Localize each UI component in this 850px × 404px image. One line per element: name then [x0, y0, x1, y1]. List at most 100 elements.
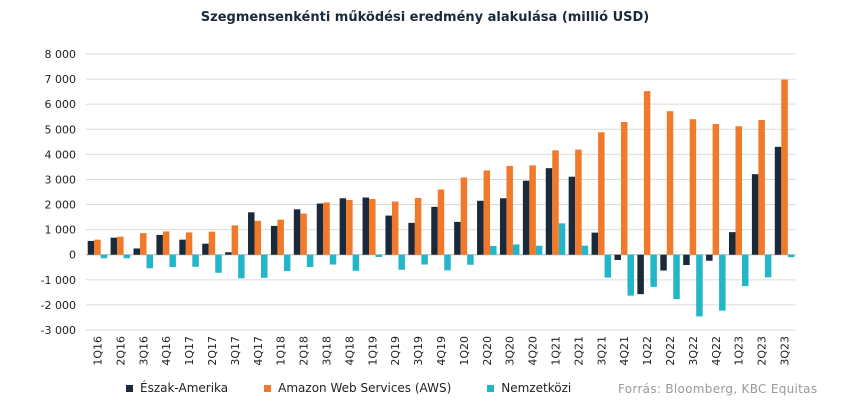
bar-amazon-web-services-aws--4q19 [437, 189, 445, 255]
x-tick-label: 2Q20 [481, 336, 494, 366]
bar-nemzetk-zi-1q19 [375, 254, 383, 257]
bar-amazon-web-services-aws--2q19 [391, 201, 399, 255]
x-tick-label: 2Q19 [389, 336, 402, 366]
legend-swatch [126, 384, 133, 392]
bar--szak-amerika-4q21 [614, 254, 621, 260]
x-tick-label: 3Q17 [229, 336, 242, 366]
y-tick-label: 1 000 [45, 224, 77, 237]
bar-amazon-web-services-aws--2q21 [575, 149, 582, 255]
legend-item-international: Nemzetközi [487, 381, 571, 395]
bar--szak-amerika-3q17 [225, 252, 232, 255]
y-tick-label: 0 [69, 249, 76, 262]
bar--szak-amerika-3q18 [316, 203, 324, 255]
bar-nemzetk-zi-2q23 [764, 254, 772, 278]
bar--szak-amerika-2q23 [751, 174, 759, 255]
bar-nemzetk-zi-3q22 [696, 254, 703, 317]
bar-amazon-web-services-aws--2q20 [483, 170, 491, 255]
x-tick-label: 3Q21 [595, 336, 608, 366]
bar--szak-amerika-2q21 [568, 176, 576, 255]
bar-nemzetk-zi-3q16 [146, 254, 154, 269]
bar-amazon-web-services-aws--1q17 [185, 232, 193, 255]
bar--szak-amerika-4q22 [706, 254, 713, 261]
legend-item-aws: Amazon Web Services (AWS) [264, 381, 451, 395]
bar--szak-amerika-4q20 [522, 180, 530, 255]
bar--szak-amerika-4q18 [339, 198, 347, 255]
bar-nemzetk-zi-4q18 [352, 254, 360, 271]
y-tick-label: 6 000 [45, 98, 77, 111]
bar-amazon-web-services-aws--3q17 [231, 225, 239, 255]
bar-amazon-web-services-aws--3q18 [323, 202, 330, 255]
bar--szak-amerika-1q19 [362, 197, 370, 255]
bar--szak-amerika-3q23 [774, 146, 782, 255]
x-tick-label: 2Q17 [206, 336, 219, 366]
bar-nemzetk-zi-3q17 [238, 254, 245, 279]
bar-nemzetk-zi-2q22 [673, 254, 680, 300]
bar-amazon-web-services-aws--3q20 [506, 165, 513, 255]
x-tick-label: 4Q16 [160, 336, 173, 366]
bar-nemzetk-zi-2q21 [581, 245, 589, 255]
bar-nemzetk-zi-3q18 [329, 254, 337, 265]
y-tick-label: 8 000 [45, 48, 77, 61]
legend-label: Észak-Amerika [140, 381, 229, 395]
x-tick-label: 3Q18 [320, 336, 333, 366]
bar-nemzetk-zi-4q16 [169, 254, 176, 268]
bar-nemzetk-zi-1q16 [100, 254, 108, 259]
y-tick-label: -1 000 [41, 274, 76, 287]
bar-nemzetk-zi-4q19 [444, 254, 451, 271]
bar-amazon-web-services-aws--3q23 [781, 79, 788, 255]
bar--szak-amerika-2q16 [110, 237, 118, 255]
x-tick-label: 1Q19 [366, 336, 379, 366]
bar-nemzetk-zi-2q16 [123, 254, 131, 259]
bar--szak-amerika-1q17 [179, 239, 186, 255]
bar-amazon-web-services-aws--3q22 [689, 119, 697, 255]
x-tick-label: 4Q19 [435, 336, 448, 366]
bar--szak-amerika-2q17 [202, 243, 209, 255]
bar-amazon-web-services-aws--1q21 [552, 150, 559, 255]
bar-amazon-web-services-aws--1q16 [94, 239, 101, 255]
bar-amazon-web-services-aws--2q18 [300, 213, 307, 255]
bar-amazon-web-services-aws--1q22 [643, 91, 651, 255]
bar-amazon-web-services-aws--2q17 [208, 231, 216, 255]
bar--szak-amerika-1q22 [637, 254, 644, 295]
bar-nemzetk-zi-1q17 [192, 254, 199, 267]
bar--szak-amerika-1q21 [545, 168, 553, 255]
y-tick-label: 4 000 [45, 148, 77, 161]
bar-amazon-web-services-aws--2q23 [758, 119, 765, 255]
bar-amazon-web-services-aws--4q18 [346, 200, 353, 255]
y-tick-label: -2 000 [41, 299, 76, 312]
bar-nemzetk-zi-3q19 [421, 254, 428, 265]
bar-nemzetk-zi-1q21 [558, 223, 566, 255]
bar--szak-amerika-3q16 [133, 248, 141, 255]
bar-nemzetk-zi-1q23 [741, 254, 749, 287]
x-tick-label: 2Q16 [114, 336, 127, 366]
x-tick-label: 1Q21 [550, 336, 563, 366]
x-tick-label: 3Q22 [687, 336, 700, 366]
bar--szak-amerika-2q18 [293, 209, 301, 255]
bar--szak-amerika-2q22 [660, 254, 667, 271]
bar-nemzetk-zi-1q20 [467, 254, 474, 265]
bars [87, 79, 795, 317]
x-tick-label: 2Q22 [664, 336, 677, 366]
bar-amazon-web-services-aws--2q22 [666, 111, 674, 255]
legend-label: Amazon Web Services (AWS) [278, 381, 452, 395]
bar--szak-amerika-4q16 [156, 234, 163, 255]
bar-nemzetk-zi-3q21 [604, 254, 612, 278]
bar-nemzetk-zi-2q18 [306, 254, 314, 268]
x-tick-label: 4Q21 [618, 336, 631, 366]
bar-amazon-web-services-aws--4q17 [254, 220, 262, 255]
bar--szak-amerika-4q17 [248, 212, 255, 255]
bar--szak-amerika-3q19 [408, 222, 415, 255]
bar--szak-amerika-2q20 [477, 200, 484, 255]
legend-swatch [487, 384, 495, 392]
x-tick-label: 3Q16 [137, 336, 150, 366]
x-tick-label: 3Q23 [779, 336, 792, 366]
bar-amazon-web-services-aws--4q22 [712, 124, 720, 255]
bar--szak-amerika-1q20 [454, 221, 461, 255]
x-tick-label: 1Q16 [91, 336, 104, 366]
x-tick-label: 1Q22 [641, 336, 654, 366]
x-tick-label: 1Q20 [458, 336, 471, 366]
x-tick-label: 2Q23 [756, 336, 769, 366]
bar-nemzetk-zi-3q23 [787, 254, 795, 258]
x-tick-label: 4Q17 [252, 336, 265, 366]
bar-nemzetk-zi-2q19 [398, 254, 405, 270]
